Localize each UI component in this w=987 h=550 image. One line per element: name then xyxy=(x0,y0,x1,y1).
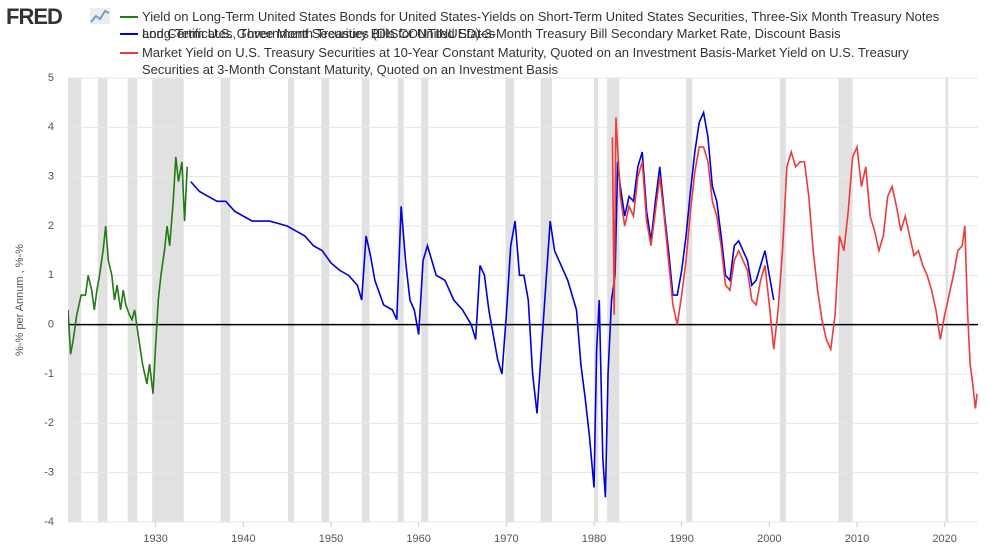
recession-band xyxy=(127,78,138,522)
recession-band xyxy=(945,78,949,522)
x-tick-label: 1990 xyxy=(669,533,693,545)
x-tick-label: 1980 xyxy=(582,533,606,545)
series-line xyxy=(190,109,775,498)
x-tick-label: 2000 xyxy=(757,533,781,545)
recession-band xyxy=(220,78,231,522)
x-tick-label: 2020 xyxy=(932,533,956,545)
y-axis-label: %-% per Annum , %-% xyxy=(14,244,26,356)
x-tick-label: 1960 xyxy=(406,533,430,545)
legend-label: Yield on Long-Term United States Bonds f… xyxy=(142,9,940,41)
y-tick-label: -2 xyxy=(44,417,54,429)
y-tick-label: 1 xyxy=(48,269,54,281)
y-tick-label: 2 xyxy=(48,220,54,232)
recession-band xyxy=(68,78,82,522)
recession-band xyxy=(97,78,108,522)
recession-band xyxy=(152,78,184,522)
legend-label: Market Yield on U.S. Treasury Securities… xyxy=(142,45,909,77)
recession-band xyxy=(321,78,330,522)
logo-line xyxy=(90,9,110,23)
logo: FRED xyxy=(6,4,63,29)
series-line xyxy=(611,117,978,409)
legend-label: Long-Term U.S. Government Securities (DI… xyxy=(142,26,841,41)
recession-band xyxy=(397,78,404,522)
x-tick-label: 1940 xyxy=(231,533,255,545)
y-tick-label: -4 xyxy=(44,516,54,528)
recession-band xyxy=(838,78,853,522)
x-tick-label: 1970 xyxy=(494,533,518,545)
legend-swatch xyxy=(120,52,138,54)
recession-band xyxy=(779,78,787,522)
recession-band xyxy=(505,78,515,522)
recession-band xyxy=(421,78,429,522)
series-line xyxy=(68,156,189,394)
logo-icon xyxy=(90,8,110,24)
y-tick-label: -3 xyxy=(44,467,54,479)
y-tick-label: 3 xyxy=(48,171,54,183)
recession-band xyxy=(686,78,693,522)
y-tick-label: 4 xyxy=(48,121,54,133)
y-tick-label: 5 xyxy=(48,72,54,84)
y-tick-label: -1 xyxy=(44,368,54,380)
logo-box xyxy=(90,8,110,24)
x-tick-label: 1950 xyxy=(319,533,343,545)
legend-swatch xyxy=(120,16,138,18)
recession-band xyxy=(361,78,370,522)
plot-area xyxy=(68,77,978,527)
recession-band xyxy=(540,78,552,522)
recession-band xyxy=(288,78,295,522)
legend-swatch xyxy=(120,33,138,35)
x-tick-label: 1930 xyxy=(143,533,167,545)
y-tick-label: 0 xyxy=(48,319,54,331)
x-tick-label: 2010 xyxy=(845,533,869,545)
recession-band xyxy=(594,78,599,522)
